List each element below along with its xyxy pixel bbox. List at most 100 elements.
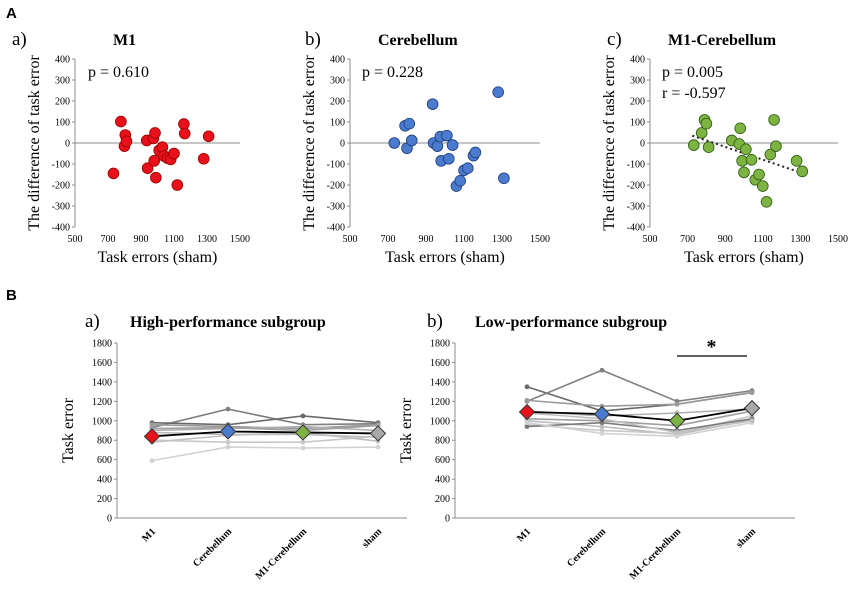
mean-diamond-marker	[219, 423, 237, 440]
y-tick-label: 1000	[430, 416, 450, 427]
chart-title: Cerebellum	[378, 32, 458, 49]
chart-b2: b) Low-performance subgroup 0 200 400 600 800 1…	[398, 311, 795, 582]
y-tick-label: 800	[435, 436, 450, 447]
mean-diamond-marker	[743, 399, 761, 417]
subject-point	[599, 420, 605, 426]
subject-point	[524, 384, 530, 390]
subject-point	[674, 430, 680, 435]
data-point	[700, 117, 713, 130]
x-tick-label: 1300	[790, 234, 810, 245]
y-tick-label: 0	[107, 514, 112, 525]
x-tick-label: 700	[381, 234, 396, 245]
data-point	[469, 146, 482, 159]
y-tick-label: 100	[330, 118, 345, 129]
data-point	[197, 152, 210, 165]
y-axis-title: Task error	[60, 397, 77, 463]
x-tick-label: 900	[134, 234, 149, 245]
data-point	[740, 143, 752, 156]
data-point	[446, 139, 459, 151]
chart-title: M1	[113, 32, 136, 49]
subject-point	[599, 424, 605, 430]
y-tick-label: 1400	[92, 377, 112, 388]
data-point	[149, 127, 161, 139]
subject-point	[225, 444, 231, 450]
y-tick-label: 200	[55, 97, 70, 108]
y-tick-label: 1800	[430, 339, 450, 350]
subject-point	[749, 390, 755, 395]
data-point	[150, 171, 162, 184]
data-point	[745, 154, 758, 166]
y-tick-label: 0	[640, 139, 645, 150]
y-tick-label: 0	[65, 139, 70, 150]
subject-line	[151, 415, 379, 426]
y-tick-label: 0	[445, 514, 450, 525]
mean-diamond-marker	[668, 412, 686, 429]
x-tick-label: 500	[68, 234, 83, 245]
subject-point	[149, 458, 155, 464]
x-axis-title: Task errors (sham)	[385, 249, 505, 266]
category-label: M1	[515, 526, 533, 544]
y-tick-label: -400	[327, 223, 345, 234]
y-tick-label: 400	[435, 475, 450, 486]
y-tick-label: 400	[330, 55, 345, 66]
chart-a3: c) M1-Cerebellum p = 0.005 r = -0.597 -400 -3…	[601, 29, 848, 266]
x-tick-label: 1300	[197, 234, 217, 245]
data-point	[178, 127, 191, 140]
y-tick-label: -100	[627, 160, 645, 171]
y-tick-label: -100	[52, 160, 70, 171]
y-tick-label: 1600	[92, 358, 112, 369]
y-tick-label: 1200	[92, 397, 112, 408]
data-point	[426, 98, 439, 110]
subject-line	[526, 412, 753, 434]
data-point	[756, 180, 769, 192]
x-tick-label: 700	[101, 234, 116, 245]
y-tick-label: 300	[330, 76, 345, 87]
data-point	[442, 152, 455, 165]
subject-point	[300, 439, 306, 445]
subject-line	[151, 424, 379, 432]
category-label: M1-Cerebellum	[628, 526, 684, 582]
data-point	[171, 179, 184, 191]
category-label: sham	[360, 526, 384, 550]
subject-line	[151, 446, 379, 462]
subject-line	[526, 369, 753, 403]
data-point	[403, 117, 416, 130]
data-point	[770, 140, 782, 152]
data-point	[141, 162, 154, 175]
subject-point	[524, 397, 530, 403]
sub-label: b)	[305, 29, 321, 50]
data-point	[790, 155, 803, 167]
y-tick-label: 1600	[430, 358, 450, 369]
y-tick-label: -400	[52, 223, 70, 234]
panel-a-label: A	[6, 5, 17, 22]
y-tick-label: 300	[55, 76, 70, 87]
sub-label: a)	[12, 29, 27, 50]
data-point	[498, 172, 510, 185]
data-point	[688, 139, 700, 151]
data-point	[734, 122, 747, 135]
mean-diamond-marker	[294, 424, 312, 441]
x-tick-label: 1100	[454, 234, 474, 245]
data-point	[738, 166, 750, 179]
y-tick-label: 800	[97, 436, 112, 447]
subject-line	[526, 385, 753, 412]
x-tick-label: 900	[718, 234, 733, 245]
subject-point	[375, 444, 381, 450]
x-tick-label: 1100	[753, 234, 773, 245]
data-point	[441, 129, 453, 142]
mean-diamond-marker	[369, 425, 387, 442]
subject-line	[151, 431, 379, 443]
y-tick-label: 300	[630, 76, 645, 87]
stat-p-value: p = 0.228	[362, 64, 423, 81]
subject-point	[300, 413, 306, 419]
sub-label: b)	[427, 311, 443, 332]
y-tick-label: 100	[55, 118, 70, 129]
x-tick-label: 1500	[828, 234, 848, 245]
sub-label: a)	[85, 311, 100, 332]
y-tick-label: 200	[630, 97, 645, 108]
data-point	[405, 134, 418, 147]
significance-star: *	[707, 336, 717, 358]
mean-diamond-marker	[593, 405, 611, 423]
y-tick-label: 600	[97, 455, 112, 466]
